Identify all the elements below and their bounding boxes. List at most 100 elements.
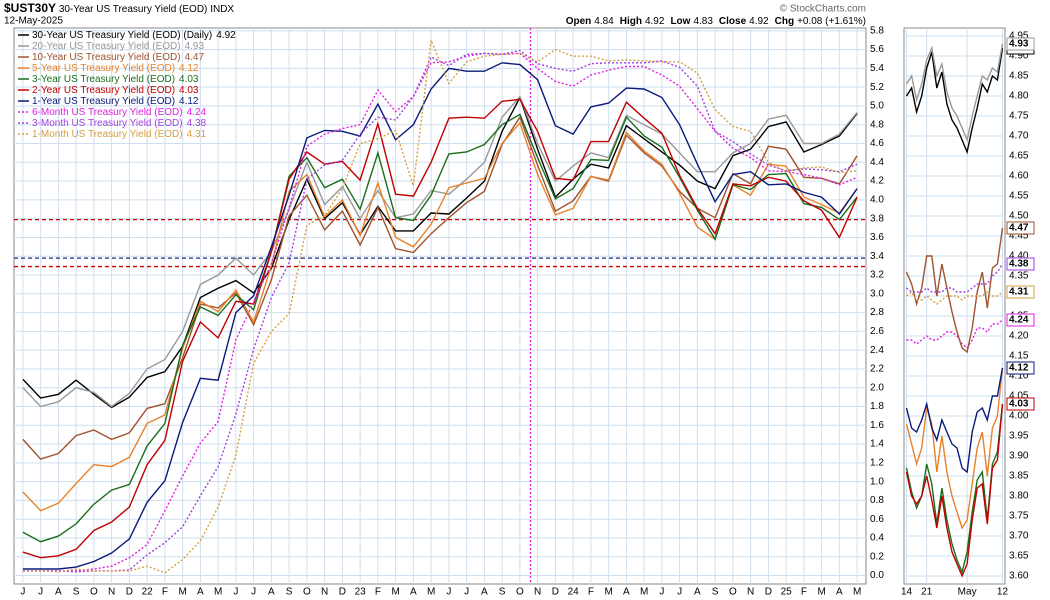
zoom-frame xyxy=(903,27,1006,585)
x-tick-label: M xyxy=(853,587,861,598)
quote-label: High xyxy=(620,16,642,27)
y-tick-label: 3.0 xyxy=(870,288,884,299)
value-box-label: 4.12 xyxy=(1009,363,1029,374)
value-box xyxy=(1006,257,1035,271)
x-tick-label: D xyxy=(552,587,559,598)
series-line xyxy=(22,98,858,559)
y-tick-label: 4.55 xyxy=(1009,191,1029,202)
y-tick-label: 4.00 xyxy=(1009,411,1029,422)
legend-name: 3-Month US Treasury Yield (EOD) xyxy=(32,118,183,129)
y-tick-label: 4.45 xyxy=(1009,231,1029,242)
x-tick-label: 25 xyxy=(781,587,793,598)
y-tick-label: 4.75 xyxy=(1009,111,1029,122)
x-tick-label: J xyxy=(251,587,256,598)
y-tick-label: 3.80 xyxy=(1009,491,1029,502)
legend-name: 5-Year US Treasury Yield (EOD) xyxy=(32,63,175,74)
x-tick-label: J xyxy=(20,587,25,598)
legend-value: 4.03 xyxy=(179,85,199,96)
y-tick-label: 5.6 xyxy=(870,44,884,55)
y-tick-label: 5.8 xyxy=(870,25,884,36)
x-tick-label: 14 xyxy=(901,587,913,598)
y-tick-label: 4.0 xyxy=(870,195,884,206)
x-tick-label: N xyxy=(108,587,115,598)
y-tick-label: 5.4 xyxy=(870,63,884,74)
x-tick-label: M xyxy=(391,587,399,598)
legend-name: 3-Year US Treasury Yield (EOD) xyxy=(32,74,175,85)
legend-value: 4.47 xyxy=(185,52,205,63)
y-tick-label: 1.6 xyxy=(870,420,884,431)
x-tick-label: O xyxy=(516,587,524,598)
header-title: $UST30Y 30-Year US Treasury Yield (EOD) … xyxy=(4,1,234,15)
value-box xyxy=(1006,313,1035,327)
legend-entry: 2-Year US Treasury Yield (EOD) 4.03 xyxy=(32,85,199,96)
legend-name: 10-Year US Treasury Yield (EOD) xyxy=(32,52,181,63)
quote-value: 4.92 xyxy=(749,16,769,27)
description: 30-Year US Treasury Yield (EOD) xyxy=(59,4,208,15)
legend-name: 6-Month US Treasury Yield (EOD) xyxy=(32,107,183,118)
y-tick-label: 5.0 xyxy=(870,101,884,112)
x-tick-label: D xyxy=(765,587,772,598)
y-tick-label: 1.0 xyxy=(870,476,884,487)
value-box xyxy=(1006,397,1035,411)
legend-entry: 1-Year US Treasury Yield (EOD) 4.12 xyxy=(32,96,199,107)
x-tick-label: D xyxy=(126,587,133,598)
x-tick-label: F xyxy=(162,587,168,598)
x-tick-label: 21 xyxy=(921,587,933,598)
x-tick-label: F xyxy=(375,587,381,598)
y-tick-label: 2.6 xyxy=(870,326,884,337)
main-frame xyxy=(13,27,867,585)
legend-value: 4.12 xyxy=(179,63,199,74)
quote-label: Close xyxy=(719,16,747,27)
value-box xyxy=(1006,285,1035,299)
quote-value: 4.84 xyxy=(594,16,614,27)
quote-label: Low xyxy=(670,16,690,27)
x-tick-label: N xyxy=(321,587,328,598)
y-tick-label: 3.75 xyxy=(1009,511,1029,522)
x-tick-label: M xyxy=(214,587,222,598)
y-tick-label: 4.2 xyxy=(870,176,884,187)
x-tick-label: M xyxy=(427,587,435,598)
y-tick-label: 1.8 xyxy=(870,401,884,412)
x-tick-label: O xyxy=(90,587,98,598)
x-tick-label: A xyxy=(197,587,204,598)
watermark: © StockCharts.com xyxy=(780,4,866,15)
x-tick-label: S xyxy=(712,587,719,598)
legend-value: 4.24 xyxy=(187,107,207,118)
x-tick-label: M xyxy=(178,587,186,598)
y-tick-label: 0.8 xyxy=(870,495,884,506)
y-tick-label: 1.2 xyxy=(870,457,884,468)
legend-entry: 3-Year US Treasury Yield (EOD) 4.03 xyxy=(32,74,199,85)
exchange: INDX xyxy=(210,4,234,15)
x-tick-label: J xyxy=(659,587,664,598)
value-box-label: 4.93 xyxy=(1009,39,1029,50)
y-tick-label: 4.90 xyxy=(1009,51,1029,62)
y-tick-label: 5.2 xyxy=(870,82,884,93)
series-line xyxy=(22,62,858,570)
legend-name: 2-Year US Treasury Yield (EOD) xyxy=(32,85,175,96)
value-box xyxy=(1006,221,1035,235)
series-line xyxy=(905,227,1004,354)
y-tick-label: 2.8 xyxy=(870,307,884,318)
y-tick-label: 3.85 xyxy=(1009,471,1029,482)
x-tick-label: D xyxy=(339,587,346,598)
legend-value: 4.03 xyxy=(179,74,199,85)
series-line xyxy=(906,290,1003,305)
x-tick-label: J xyxy=(677,587,682,598)
x-tick-label: S xyxy=(286,587,293,598)
y-tick-label: 4.60 xyxy=(1009,171,1029,182)
x-tick-label: M xyxy=(817,587,825,598)
y-tick-label: 2.2 xyxy=(870,364,884,375)
series-line xyxy=(906,263,1004,293)
x-tick-label: May xyxy=(958,587,977,598)
y-tick-label: 3.4 xyxy=(870,251,884,262)
x-tick-label: J xyxy=(38,587,43,598)
legend-entry: 10-Year US Treasury Yield (EOD) 4.47 xyxy=(32,52,204,63)
x-tick-label: A xyxy=(623,587,630,598)
x-tick-label: J xyxy=(446,587,451,598)
symbol: $UST30Y xyxy=(4,1,56,15)
y-tick-label: 3.60 xyxy=(1009,571,1029,582)
x-tick-label: S xyxy=(73,587,80,598)
legend-name: 1-Year US Treasury Yield (EOD) xyxy=(32,96,175,107)
quote-label: Chg xyxy=(775,16,794,27)
series-line xyxy=(905,367,1004,530)
